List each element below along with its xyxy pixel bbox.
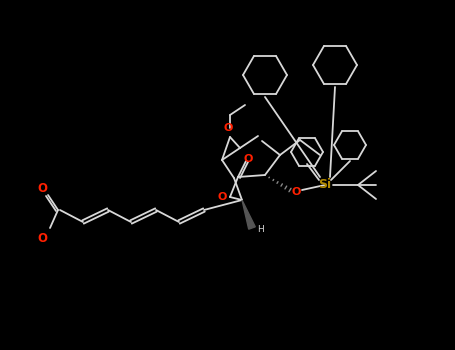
Text: O: O — [37, 231, 47, 245]
Text: O: O — [291, 187, 301, 197]
Polygon shape — [242, 200, 255, 229]
Text: O: O — [243, 154, 253, 164]
Text: H: H — [257, 225, 263, 234]
Text: O: O — [223, 123, 233, 133]
Text: O: O — [217, 192, 227, 202]
Text: Si: Si — [318, 178, 332, 191]
Text: O: O — [37, 182, 47, 195]
